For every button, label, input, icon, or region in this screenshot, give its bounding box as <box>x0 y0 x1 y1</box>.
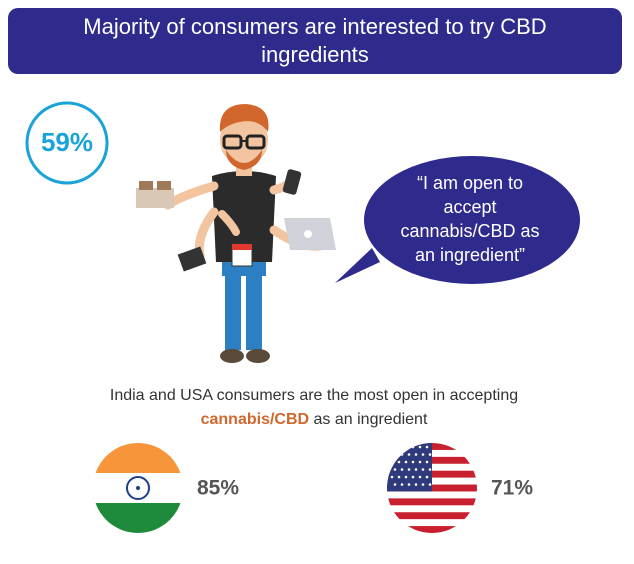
flag-part <box>421 453 425 456</box>
subtitle: cannabis/CBD as an ingredient <box>201 411 428 428</box>
flag-part <box>411 460 415 464</box>
flag-part <box>425 475 429 479</box>
flag-part <box>428 483 432 486</box>
flag-part <box>404 475 408 479</box>
flag-part <box>411 475 415 479</box>
flag-part <box>393 483 397 486</box>
speech-bubble <box>364 156 580 284</box>
flag-part <box>407 453 411 456</box>
flag-part <box>390 460 394 464</box>
flag-part <box>425 460 429 464</box>
flag-part <box>400 453 404 456</box>
flag-part <box>421 483 425 486</box>
subtitle-highlight: cannabis/CBD <box>201 411 309 428</box>
flag-part <box>425 445 429 449</box>
flag-part <box>414 483 418 486</box>
flag-part <box>397 475 401 479</box>
flag-part <box>428 453 432 456</box>
country-value: 85% <box>197 477 239 500</box>
flag-part <box>393 468 397 471</box>
header-box <box>8 8 622 74</box>
flag-part <box>407 468 411 471</box>
flag-part <box>414 468 418 471</box>
subtitle-rest: as an ingredient <box>309 411 428 428</box>
illustration <box>136 104 336 363</box>
quote-line: cannabis/CBD as <box>400 221 539 241</box>
subtitle: India and USA consumers are the most ope… <box>110 387 518 404</box>
quote-line: “I am open to <box>417 173 523 193</box>
flag-india <box>93 443 183 533</box>
flag-part <box>407 483 411 486</box>
flag-part <box>390 475 394 479</box>
flag-part <box>387 498 477 506</box>
flag-part <box>387 512 477 520</box>
stat-value: 59% <box>41 127 93 157</box>
country-value: 71% <box>491 477 533 500</box>
quote-line: accept <box>443 197 496 217</box>
header-title: ingredients <box>261 42 369 67</box>
header-title: Majority of consumers are interested to … <box>83 14 546 39</box>
flag-part <box>404 445 408 449</box>
flag-part <box>387 526 477 533</box>
flag-part <box>418 460 422 464</box>
stat-ring <box>25 101 109 185</box>
flag-part <box>418 445 422 449</box>
flag-part <box>414 453 418 456</box>
flag-part <box>428 468 432 471</box>
flag-part <box>397 445 401 449</box>
flag-part <box>390 445 394 449</box>
flag-part <box>404 460 408 464</box>
flag-usa <box>387 443 477 533</box>
flag-part <box>421 468 425 471</box>
flag-part <box>397 460 401 464</box>
bubble-tail <box>335 248 380 283</box>
flag-part <box>393 453 397 456</box>
quote-line: an ingredient” <box>415 245 525 265</box>
flag-part <box>400 468 404 471</box>
flag-part <box>400 483 404 486</box>
flag-part <box>411 445 415 449</box>
flag-part <box>418 475 422 479</box>
